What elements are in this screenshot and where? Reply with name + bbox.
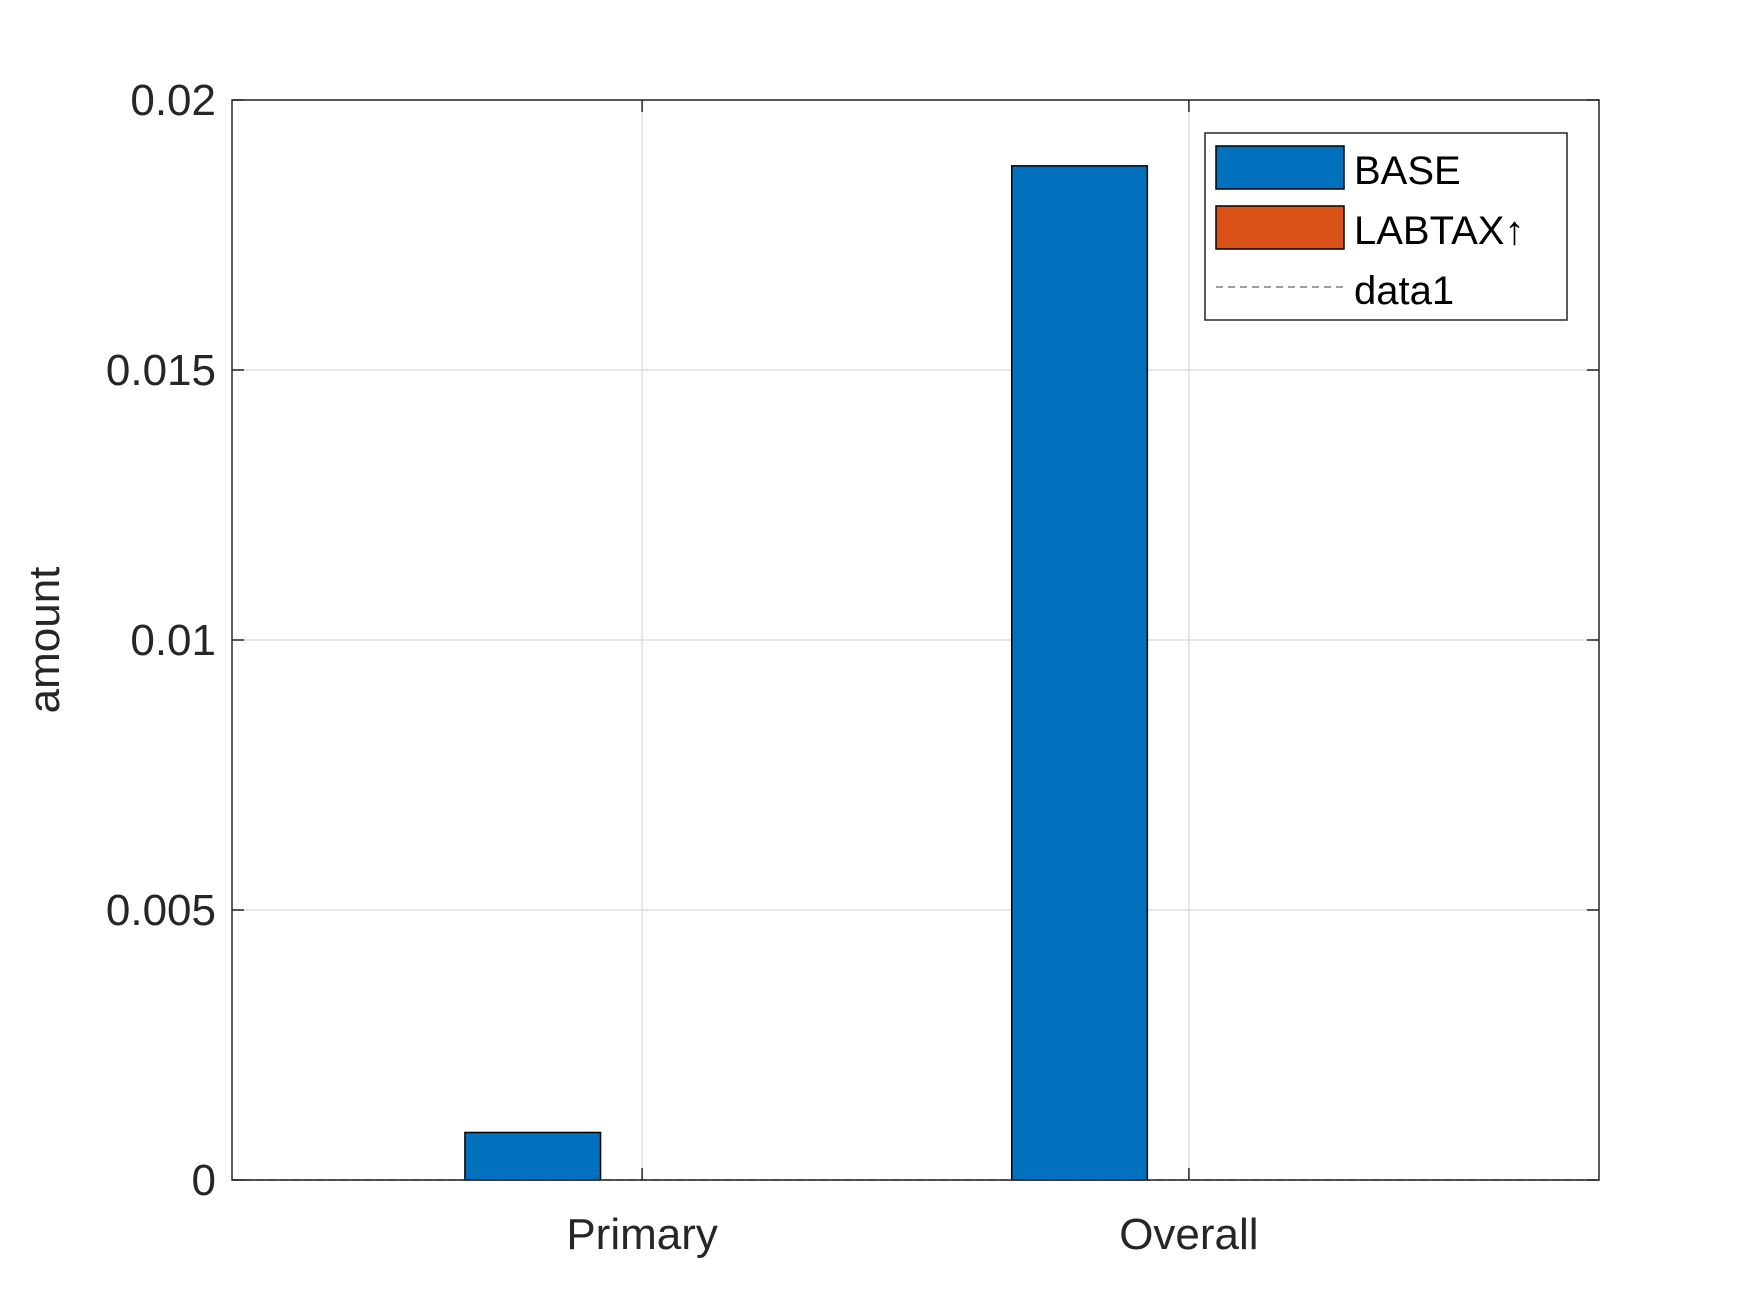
y-axis-label: amount — [20, 567, 69, 714]
y-tick-label: 0.005 — [106, 886, 216, 935]
y-tick-labels: 0 0.005 0.01 0.015 0.02 — [106, 76, 216, 1205]
legend-label-data1: data1 — [1354, 269, 1454, 313]
y-tick-label: 0 — [192, 1156, 216, 1205]
legend-label-base: BASE — [1354, 149, 1461, 193]
x-tick-label: Overall — [1119, 1210, 1258, 1259]
legend-swatch-base — [1215, 145, 1345, 190]
x-tick-labels: Primary Overall — [566, 1210, 1258, 1259]
legend-label-labtax: LABTAX↑ — [1354, 209, 1524, 253]
bar-base-overall — [1010, 165, 1149, 1181]
x-tick-label: Primary — [566, 1210, 718, 1259]
y-tick-label: 0.02 — [130, 76, 216, 125]
bar-base-primary — [464, 1131, 602, 1181]
legend-swatch-labtax — [1215, 205, 1345, 250]
y-tick-label: 0.015 — [106, 346, 216, 395]
tick-marks — [232, 99, 1599, 1181]
bars — [464, 165, 1149, 1181]
y-tick-label: 0.01 — [130, 616, 216, 665]
legend: BASE LABTAX↑ data1 — [1204, 132, 1568, 321]
